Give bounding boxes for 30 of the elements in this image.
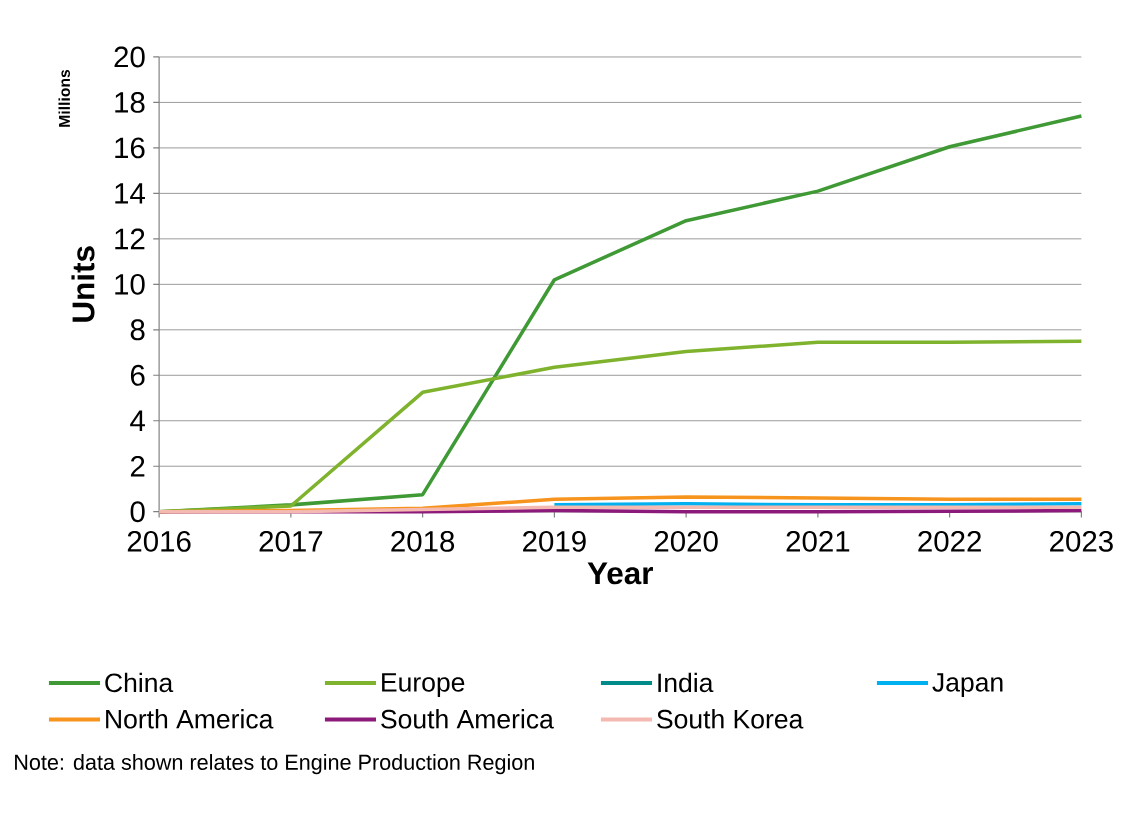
legend-label: South Korea [657,709,804,729]
y-tick-label: 8 [130,319,145,341]
legend-label: South America [381,709,554,729]
legend-label: Europe [382,673,465,697]
y-tick-label: 10 [115,273,145,295]
x-tick-label: 2022 [918,530,981,552]
legend-label: Japan [932,673,1003,697]
text: Millions [58,69,71,127]
y-tick-label: 18 [115,91,145,113]
x-tick-label: 2018 [391,530,455,552]
y-tick-label: 12 [115,228,145,250]
y-tick-label: 16 [115,137,145,159]
legend-label: North America [106,709,274,729]
legend-label: India [658,672,714,693]
x-tick-label: 2019 [523,530,586,552]
y-axis-title: Units [71,246,95,322]
x-tick-label: 2017 [259,530,323,552]
y-tick-label: 6 [130,364,145,386]
y-tick-label: 0 [130,501,145,523]
y-tick-label: 20 [114,46,145,68]
y-tick-label: 4 [130,410,145,431]
y-tick-label: 14 [115,183,145,204]
legend-label: China [105,672,174,693]
x-tick-label: 2023 [1050,530,1113,552]
text: Note: data shown relates to Engine Production Region [15,754,534,775]
x-tick-label: 2020 [654,530,718,552]
x-tick-label: 2016 [127,530,191,552]
x-tick-label: 2021 [786,530,850,552]
y-tick-label: 2 [130,455,145,477]
x-axis-title: Year [587,562,653,585]
